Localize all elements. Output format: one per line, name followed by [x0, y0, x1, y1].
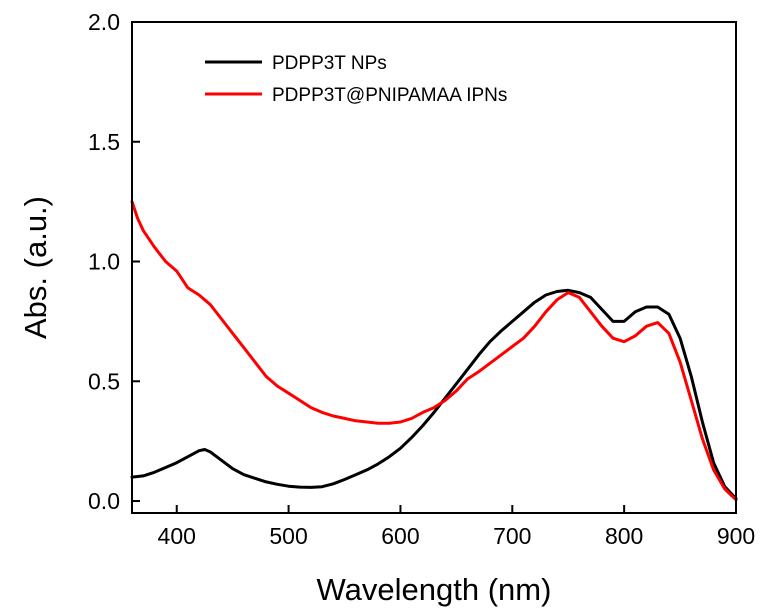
y-tick-label: 2.0	[88, 9, 120, 35]
series-line-2	[130, 200, 738, 502]
series-line-1	[130, 288, 738, 501]
series-layer	[130, 200, 738, 502]
plot-frame	[131, 21, 737, 514]
legend-label-2: PDPP3T@PNIPAMAA IPNs	[272, 85, 507, 106]
y-tick-label: 1.5	[88, 129, 120, 155]
x-tick-label: 700	[493, 523, 531, 549]
x-tick-label: 400	[158, 523, 196, 549]
x-tick-label: 600	[381, 523, 419, 549]
x-tick-label: 900	[717, 523, 755, 549]
y-tick-label: 1.0	[88, 249, 120, 275]
legend: PDPP3T NPs PDPP3T@PNIPAMAA IPNs	[205, 53, 507, 106]
y-tick-label: 0.0	[88, 488, 120, 514]
x-axis-title: Wavelength (nm)	[317, 572, 552, 607]
y-tick-label: 0.5	[88, 368, 120, 394]
x-tick-label: 500	[269, 523, 307, 549]
tick-layer: 400 500 600 700 800 900 0.0 0.5 1.0 1.5 2.0	[88, 9, 755, 549]
y-axis-title: Abs. (a.u.)	[18, 196, 53, 339]
x-tick-label: 800	[605, 523, 643, 549]
legend-label-1: PDPP3T NPs	[272, 53, 387, 74]
